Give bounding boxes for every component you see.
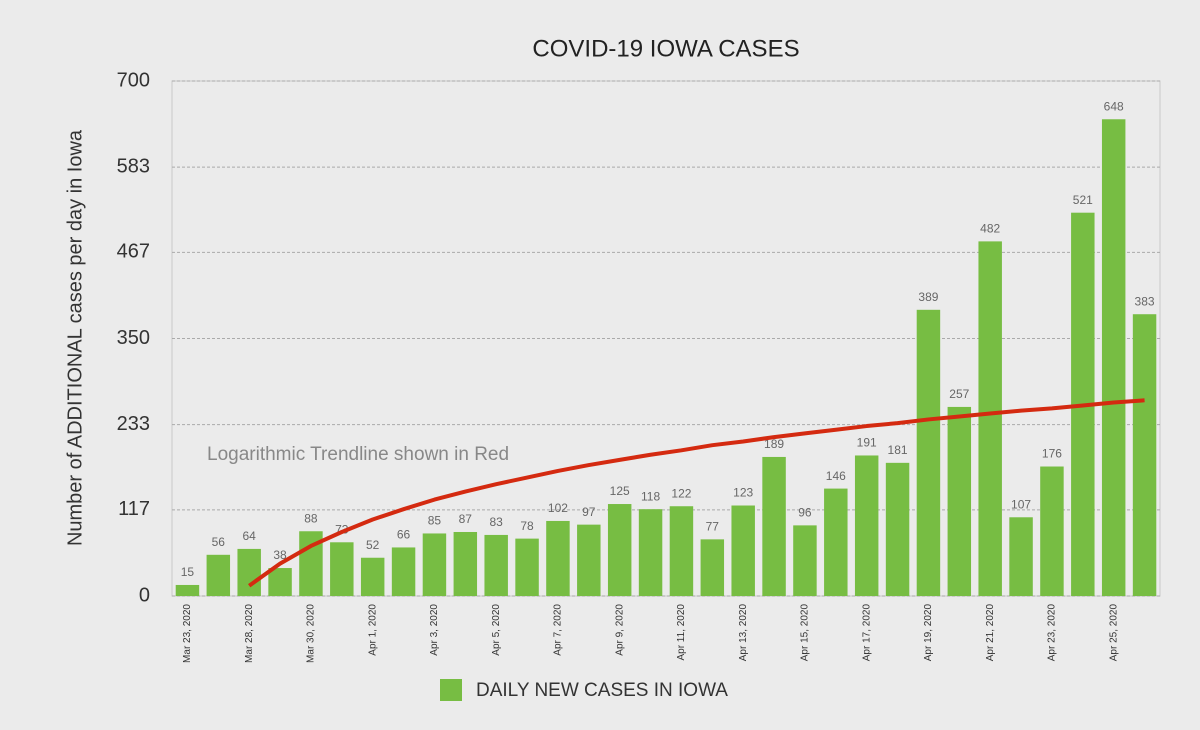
bar [1101,119,1126,596]
bar [237,548,261,596]
bar [391,547,416,596]
y-tick-label: 700 [117,69,150,91]
x-tick-label: Mar 23, 2020 [182,604,193,663]
x-tick-label: Apr 23, 2020 [1047,604,1058,662]
value-label: 118 [641,489,660,503]
value-label: 389 [918,290,938,304]
value-label: 257 [949,387,969,401]
x-tick-label: Apr 17, 2020 [861,604,872,662]
value-label: 88 [304,511,318,525]
bar [947,406,972,596]
bar [916,309,941,596]
x-tick-label: Mar 28, 2020 [244,604,255,663]
bar [515,538,539,596]
value-label: 122 [671,486,691,500]
x-tick-label: Apr 1, 2020 [367,604,378,656]
value-label: 96 [798,506,812,520]
bar [268,568,292,596]
chart-title: COVID-19 IOWA CASES [532,35,799,62]
value-label: 64 [243,529,257,543]
bar [700,539,725,596]
x-tick-label: Apr 25, 2020 [1108,604,1119,662]
bar [638,509,663,596]
value-label: 77 [706,520,720,534]
bar [1009,517,1033,596]
value-label: 181 [888,443,908,457]
y-axis-label: Number of ADDITIONAL cases per day in Io… [64,129,86,546]
x-tick-label: Apr 5, 2020 [491,604,502,656]
bar [546,520,570,596]
x-tick-label: Apr 9, 2020 [614,604,625,656]
legend-label: DAILY NEW CASES IN IOWA [476,680,728,701]
bar [885,462,910,596]
bar [1132,314,1157,596]
y-tick-label: 233 [117,413,150,435]
value-label: 191 [857,436,877,450]
bar [1040,466,1064,596]
x-tick-label: Apr 21, 2020 [985,604,996,662]
bar [422,533,447,596]
bar [360,557,385,596]
y-tick-label: 467 [117,241,150,263]
bar [978,241,1002,596]
value-label: 123 [733,486,753,500]
value-label: 97 [582,505,596,519]
value-label: 107 [1011,497,1031,511]
value-label: 648 [1104,99,1124,113]
bar [731,505,755,596]
value-label: 15 [181,565,195,579]
bar [824,488,848,596]
bar [762,456,786,596]
x-tick-label: Apr 3, 2020 [429,604,440,656]
x-tick-label: Apr 13, 2020 [738,604,749,662]
value-label: 125 [610,484,630,498]
bar [793,525,817,596]
bar [577,524,601,596]
legend-swatch [440,679,462,701]
value-label: 66 [397,528,411,542]
value-label: 176 [1042,447,1062,461]
bar [206,554,231,596]
x-tick-label: Apr 15, 2020 [800,604,811,662]
y-tick-label: 583 [117,155,150,177]
bar [175,584,200,596]
annotation: Logarithmic Trendline shown in Red [207,444,509,465]
value-label: 56 [212,535,226,549]
value-label: 383 [1135,294,1155,308]
value-label: 189 [764,437,784,451]
value-label: 52 [366,538,380,552]
value-label: 85 [428,514,442,528]
value-label: 102 [548,501,568,515]
bar [669,506,694,596]
value-label: 146 [826,469,846,483]
trendline [248,398,1145,588]
bar [453,531,478,596]
value-label: 87 [459,512,473,526]
value-label: 482 [980,222,1000,236]
bar [854,455,879,596]
x-tick-label: Mar 30, 2020 [306,604,317,663]
y-tick-label: 350 [117,327,150,349]
x-tick-label: Apr 7, 2020 [553,604,564,656]
value-label: 521 [1073,193,1093,207]
x-tick-label: Apr 19, 2020 [923,604,934,662]
value-label: 78 [520,519,534,533]
value-label: 83 [490,515,504,529]
x-tick-label: Apr 11, 2020 [676,604,687,661]
y-tick-label: 0 [139,584,150,606]
value-label: 38 [273,548,287,562]
bar [484,534,508,596]
bar [607,504,632,596]
bar [330,542,354,596]
y-tick-label: 117 [118,498,150,520]
